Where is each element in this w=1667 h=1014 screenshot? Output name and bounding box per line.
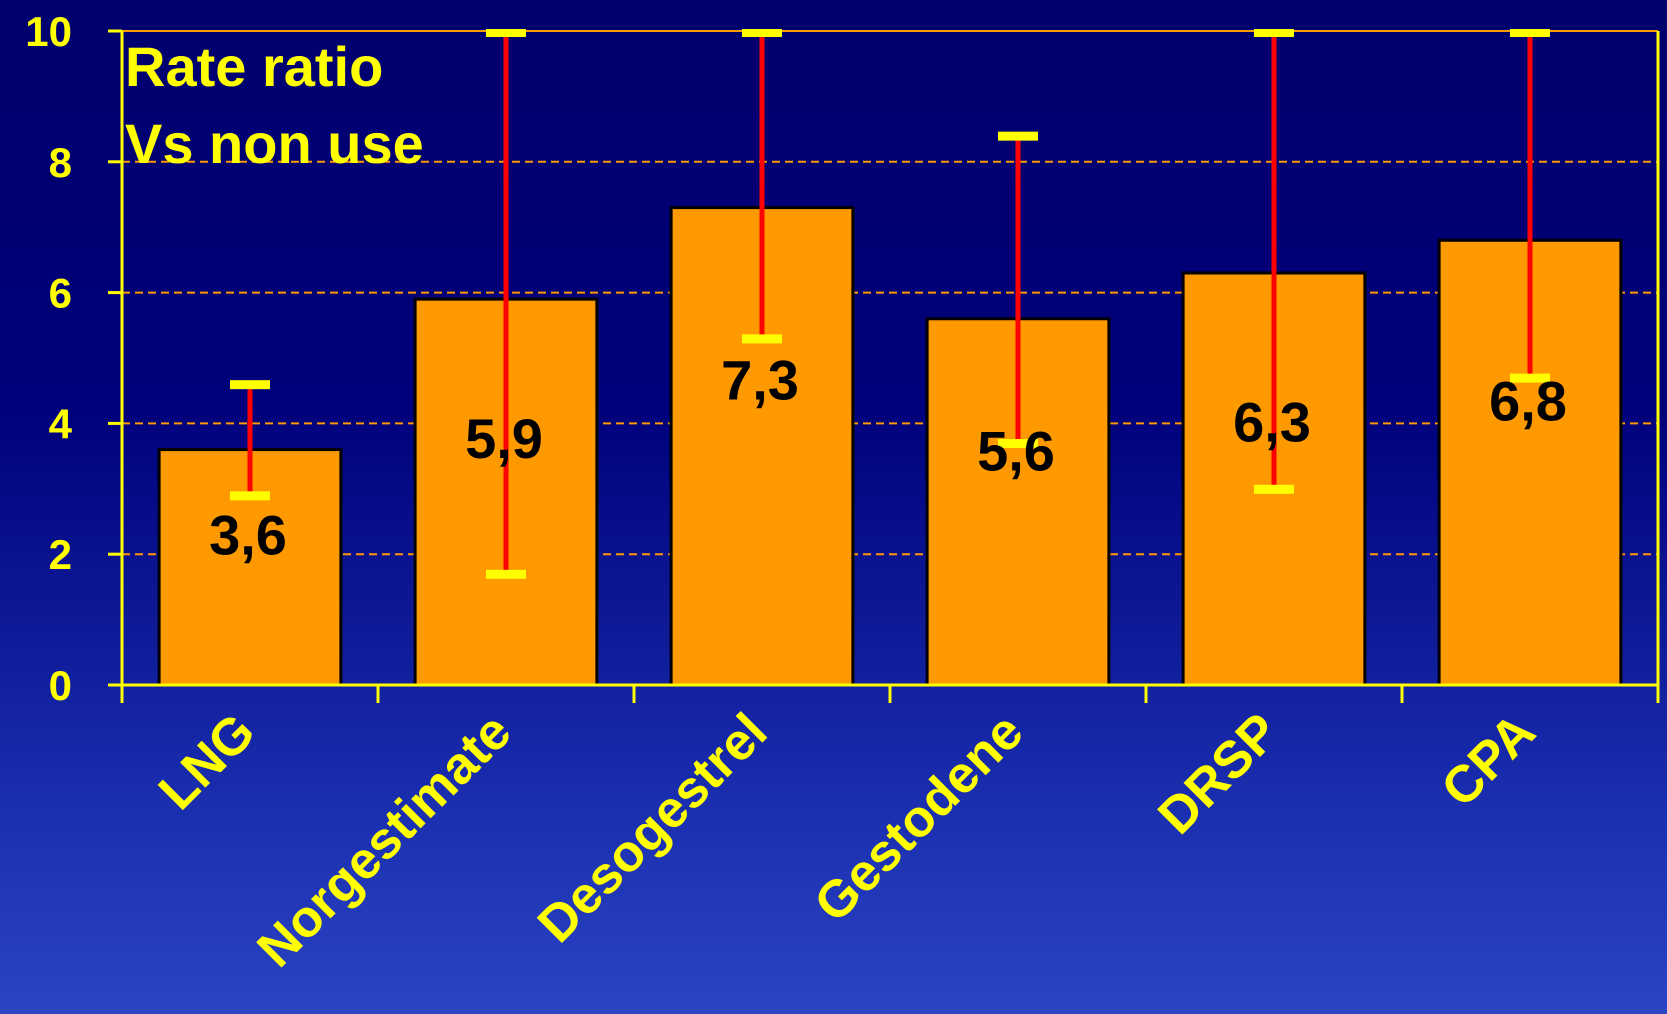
value-labels: 3,6 5,9 7,3 5,6 6,3 6,8 <box>209 348 1567 566</box>
y-tick-label: 0 <box>49 662 72 709</box>
y-tick-label: 2 <box>49 531 72 578</box>
y-tick-label: 8 <box>49 139 72 186</box>
x-tick-label: Norgestimate <box>246 702 522 978</box>
grid-lines <box>122 30 1658 556</box>
error-bars <box>230 29 1550 579</box>
bar-value-label: 3,6 <box>209 503 287 566</box>
error-bar-cap-upper <box>1254 29 1294 37</box>
bar-value-label: 6,3 <box>1233 390 1311 453</box>
error-bar-cap-lower <box>486 569 526 579</box>
bar-value-label: 5,9 <box>465 407 543 470</box>
error-bar-cap-lower <box>230 491 270 501</box>
x-tick-label: Gestodene <box>803 702 1034 933</box>
x-tick-label: LNG <box>148 702 267 821</box>
axes <box>108 29 1660 703</box>
error-bar-cap-lower <box>1254 484 1294 494</box>
x-tick-label: DRSP <box>1147 702 1290 845</box>
error-bar-cap-lower <box>742 334 782 344</box>
y-tick-label: 10 <box>25 8 72 55</box>
error-bar-cap-upper <box>998 131 1038 141</box>
error-bar-cap-lower <box>998 439 1038 449</box>
error-bar-cap-upper <box>230 380 270 390</box>
bar-value-label: 7,3 <box>721 348 799 411</box>
error-bar-cap-upper <box>1510 29 1550 37</box>
error-bar-cap-upper <box>486 29 526 37</box>
error-bar-cap-lower <box>1510 373 1550 383</box>
chart-subtitle: Vs non use <box>125 112 424 175</box>
bar-value-label: 6,8 <box>1489 369 1567 432</box>
error-bar-cap-upper <box>742 29 782 37</box>
x-tick-label: CPA <box>1431 702 1547 818</box>
y-tick-labels: 0 2 4 6 8 10 <box>25 8 72 709</box>
y-tick-label: 6 <box>49 270 72 317</box>
chart-title: Rate ratio <box>125 35 383 98</box>
bar-value-label: 5,6 <box>977 420 1055 483</box>
x-tick-label: Desogestrel <box>527 702 779 954</box>
bars <box>157 206 1623 687</box>
y-tick-label: 4 <box>49 400 73 447</box>
